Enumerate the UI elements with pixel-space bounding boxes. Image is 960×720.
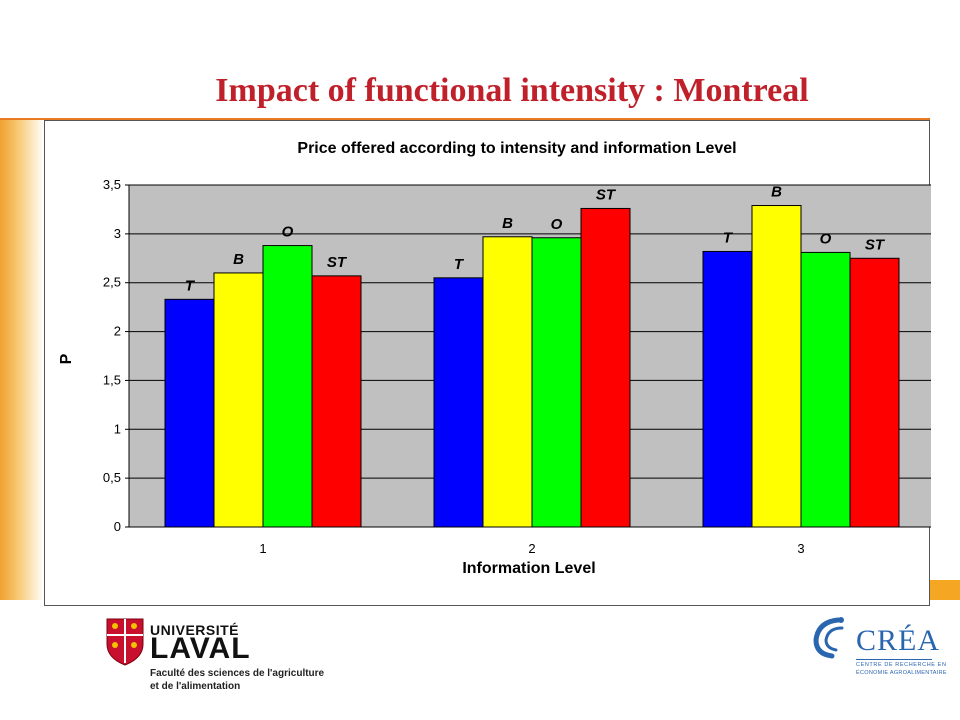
bar-st-1 [311,275,362,528]
bar-t-2 [433,277,484,528]
x-tick-label: 2 [528,541,535,556]
y-tick-label: 0 [114,519,121,534]
bar-label: ST [865,236,886,253]
bar-st-2 [580,207,631,528]
laval-faculty-line2: et de l'alimentation [150,681,241,692]
y-tick-label: 1,5 [103,372,121,387]
bar-label: T [185,277,196,294]
bar-label: ST [327,254,348,271]
crea-subtitle-line2: ÉCONOMIE AGROALIMENTAIRE [856,670,947,676]
swirl-icon [813,617,844,659]
y-tick-label: 1 [114,421,121,436]
laval-univ-text: UNIVERSITÉ [150,622,240,638]
crea-subtitle-line1: CENTRE DE RECHERCHE EN [856,662,947,668]
bar-t-1 [164,298,215,528]
chart-frame: 0 0,5 1 1,5 2 2,5 3 3,5 Price offered according … [44,120,931,606]
bar-label: B [771,184,782,201]
bar-label: O [282,224,294,241]
bar-b-2 [482,236,533,528]
laval-name-text: LAVAL [150,632,251,665]
bar-o-3 [800,251,851,528]
crea-name-text: CRÉA [856,624,941,657]
bar-st-3 [849,257,900,528]
slide-title: Impact of functional intensity : Montrea… [215,72,809,109]
bar-chart: 0 0,5 1 1,5 2 2,5 3 3,5 Price offered according … [58,140,931,577]
bar-label: O [820,230,832,247]
bar-label: T [723,229,734,246]
x-tick-label: 3 [797,541,804,556]
y-axis-label: P [58,353,75,364]
x-axis-label: Information Level [462,560,595,577]
x-tick-label: 1 [259,541,266,556]
bar-label: B [233,251,244,268]
y-tick-label: 0,5 [103,470,121,485]
bar-o-2 [531,237,582,528]
bar-label: ST [596,186,617,203]
bar-label: O [551,216,563,233]
bar-label: B [502,215,513,232]
bar-t-3 [702,250,753,528]
orange-rule [0,118,930,120]
coat-of-arms-icon [106,618,144,666]
bar-b-3 [751,205,802,528]
laval-faculty-line1: Faculté des sciences de l'agriculture [150,668,325,679]
y-tick-label: 3,5 [103,177,121,192]
bar-b-1 [213,272,264,528]
y-tick-label: 2 [114,324,121,339]
y-tick-label: 3 [114,226,121,241]
left-gradient-bar [0,120,44,600]
crea-rule [856,659,932,660]
right-accent-bar [930,580,960,600]
bar-label: T [454,256,465,273]
chart-title: Price offered according to intensity and… [297,140,736,157]
y-tick-label: 2,5 [103,275,121,290]
bar-o-1 [262,245,313,528]
